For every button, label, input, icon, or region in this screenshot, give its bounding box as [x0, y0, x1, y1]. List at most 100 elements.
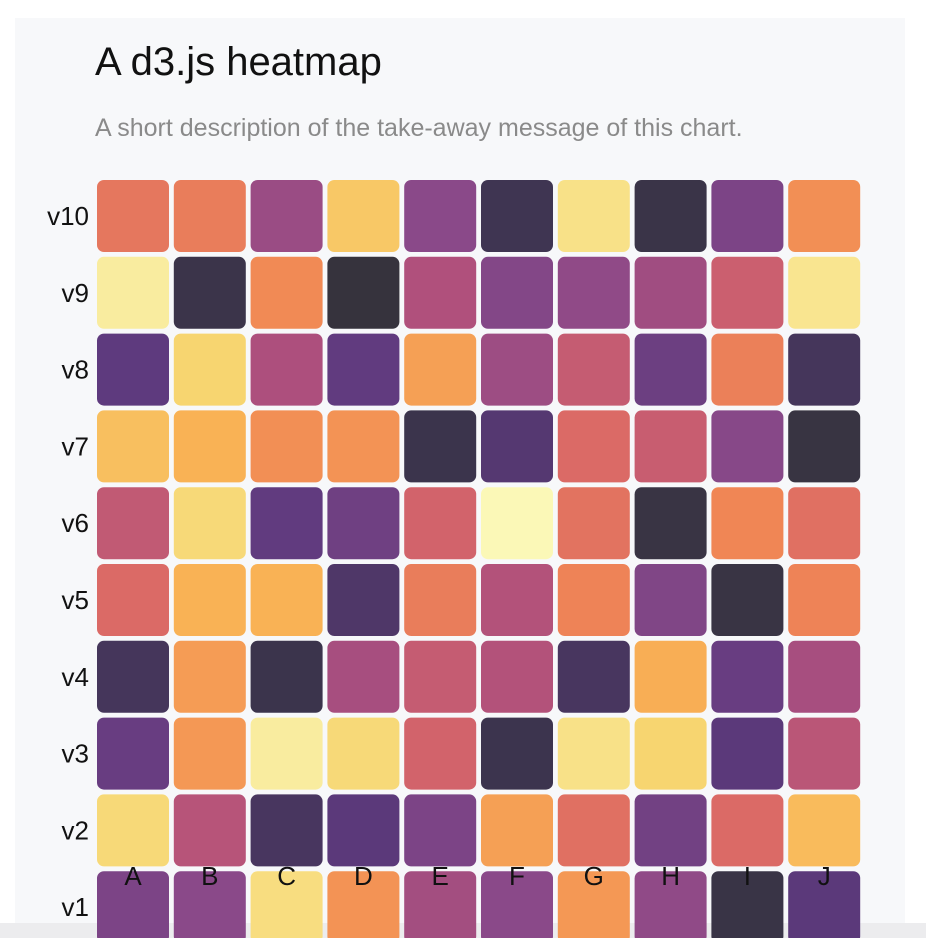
y-tick-label: v1 [62, 892, 89, 922]
heatmap-cell-I-v4 [711, 640, 784, 713]
heatmap-cell-C-v5 [250, 564, 323, 636]
y-tick-label: v2 [62, 815, 89, 845]
heatmap-cell-G-v9 [557, 256, 630, 329]
heatmap-cell-J-v9 [788, 256, 861, 329]
heatmap-cell-J-v5 [788, 564, 861, 636]
heatmap-cell-J-v10 [788, 180, 861, 252]
heatmap-cell-I-v10 [711, 180, 784, 252]
heatmap-cell-H-v7 [634, 410, 707, 483]
heatmap-cell-D-v3 [327, 717, 400, 790]
heatmap-cell-I-v7 [711, 410, 784, 483]
heatmap-cell-B-v8 [173, 333, 246, 406]
y-tick-label: v5 [62, 585, 89, 615]
heatmap-cell-F-v4 [481, 640, 553, 713]
heatmap-cell-A-v4 [97, 640, 169, 713]
heatmap-cell-E-v8 [404, 333, 477, 406]
heatmap-cell-E-v9 [404, 256, 477, 329]
heatmap-cell-B-v6 [173, 487, 246, 560]
heatmap-cell-B-v4 [173, 640, 246, 713]
heatmap-cell-B-v3 [173, 717, 246, 790]
heatmap-cell-F-v5 [481, 564, 553, 636]
heatmap-cell-I-v9 [711, 256, 784, 329]
heatmap-cell-I-v5 [711, 564, 784, 636]
heatmap-cell-A-v2 [97, 794, 169, 867]
y-tick-label: v8 [62, 355, 89, 385]
heatmap-cell-C-v4 [250, 640, 323, 713]
heatmap-cell-H-v5 [634, 564, 707, 636]
heatmap-cell-I-v6 [711, 487, 784, 560]
heatmap-cell-F-v7 [481, 410, 553, 483]
heatmap-cell-D-v5 [327, 564, 400, 636]
heatmap-cell-J-v7 [788, 410, 861, 483]
heatmap-cell-J-v6 [788, 487, 861, 560]
y-tick-label: v6 [62, 508, 89, 538]
x-tick-label: G [584, 861, 604, 891]
heatmap-cell-C-v7 [250, 410, 323, 483]
heatmap-cell-C-v8 [250, 333, 323, 406]
x-tick-label: B [201, 861, 218, 891]
heatmap-cell-C-v1 [250, 871, 323, 938]
heatmap-cell-J-v1 [788, 871, 861, 938]
heatmap-cell-D-v4 [327, 640, 400, 713]
heatmap-cell-E-v3 [404, 717, 477, 790]
heatmap-cell-E-v2 [404, 794, 477, 867]
heatmap-cell-I-v8 [711, 333, 784, 406]
heatmap-cell-E-v5 [404, 564, 477, 636]
heatmap-cell-H-v1 [634, 871, 707, 938]
heatmap-cell-I-v3 [711, 717, 784, 790]
heatmap-cell-G-v7 [557, 410, 630, 483]
heatmap-cell-F-v3 [481, 717, 553, 790]
heatmap-cell-C-v10 [250, 180, 323, 252]
heatmap-cell-E-v1 [404, 871, 477, 938]
heatmap-cell-B-v1 [173, 871, 246, 938]
heatmap-cell-G-v10 [557, 180, 630, 252]
heatmap-cell-F-v6 [481, 487, 553, 560]
y-tick-label: v9 [62, 278, 89, 308]
x-tick-label: I [744, 861, 751, 891]
heatmap-cell-D-v6 [327, 487, 400, 560]
heatmap-cell-D-v1 [327, 871, 400, 938]
heatmap-cell-C-v6 [250, 487, 323, 560]
x-tick-label: C [277, 861, 296, 891]
heatmap-cell-D-v7 [327, 410, 400, 483]
heatmap-cell-D-v10 [327, 180, 400, 252]
heatmap-cell-C-v9 [250, 256, 323, 329]
heatmap-cell-D-v2 [327, 794, 400, 867]
heatmap-cell-J-v8 [788, 333, 861, 406]
heatmap-cell-F-v10 [481, 180, 553, 252]
heatmap-cell-B-v2 [173, 794, 246, 867]
heatmap-cell-B-v10 [173, 180, 246, 252]
heatmap-cell-E-v6 [404, 487, 477, 560]
heatmap-cell-H-v6 [634, 487, 707, 560]
heatmap-cell-A-v9 [97, 256, 169, 329]
heatmap-cell-J-v3 [788, 717, 861, 790]
heatmap-cell-E-v10 [404, 180, 477, 252]
heatmap-cell-A-v7 [97, 410, 169, 483]
x-tick-label: F [509, 861, 525, 891]
heatmap-cell-F-v9 [481, 256, 553, 329]
heatmap-cell-C-v2 [250, 794, 323, 867]
heatmap-cell-G-v5 [557, 564, 630, 636]
heatmap-cell-D-v9 [327, 256, 400, 329]
x-tick-label: J [818, 861, 831, 891]
heatmap-cell-B-v9 [173, 256, 246, 329]
heatmap-cell-E-v4 [404, 640, 477, 713]
heatmap-cell-G-v4 [557, 640, 630, 713]
heatmap-cell-G-v2 [557, 794, 630, 867]
heatmap-cell-F-v1 [481, 871, 553, 938]
heatmap-cell-B-v5 [173, 564, 246, 636]
heatmap-cell-G-v6 [557, 487, 630, 560]
y-tick-label: v10 [47, 201, 89, 231]
heatmap-cell-F-v2 [481, 794, 553, 867]
x-tick-label: E [432, 861, 449, 891]
heatmap-cell-I-v2 [711, 794, 784, 867]
heatmap-cell-H-v10 [634, 180, 707, 252]
chart-subtitle: A short description of the take-away mes… [95, 114, 743, 142]
heatmap-cell-A-v3 [97, 717, 169, 790]
x-tick-label: A [124, 861, 142, 891]
heatmap-cell-J-v4 [788, 640, 861, 713]
heatmap-cell-B-v7 [173, 410, 246, 483]
heatmap-cell-H-v9 [634, 256, 707, 329]
x-tick-label: D [354, 861, 373, 891]
chart-title: A d3.js heatmap [95, 40, 382, 84]
